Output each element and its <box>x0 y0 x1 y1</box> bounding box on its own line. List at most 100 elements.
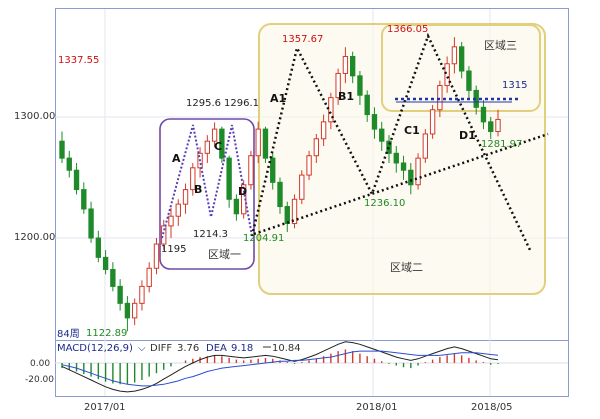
price-label: 1204.91 <box>243 233 284 244</box>
candle <box>458 41 465 79</box>
candle-body <box>393 152 399 164</box>
candle <box>444 56 450 93</box>
price-label: 1296.1 <box>224 98 259 109</box>
dea-value: 9.18 <box>231 343 253 354</box>
pattern-lines <box>161 32 549 251</box>
candle-body <box>255 128 261 157</box>
price-label: 1357.67 <box>282 34 323 45</box>
y-tick-label: 1300.00 <box>14 111 55 122</box>
candle-body <box>488 121 494 133</box>
candle-body <box>291 198 298 224</box>
price-label: 1337.55 <box>58 55 99 66</box>
dea-label: DEA <box>206 343 227 354</box>
candle-body <box>299 174 305 200</box>
diff-value: 3.76 <box>177 343 199 354</box>
candle-body <box>349 56 356 77</box>
price-label: 1195 <box>161 244 186 255</box>
candle <box>146 262 152 293</box>
candle <box>299 170 305 205</box>
candle <box>306 150 312 180</box>
candle-body <box>422 133 429 159</box>
candle <box>342 47 349 84</box>
candle-body <box>270 157 276 183</box>
price-label: 1122.89 <box>86 328 127 339</box>
dea-line <box>61 350 499 387</box>
candle <box>393 146 399 173</box>
candle-body <box>458 46 465 72</box>
candle <box>73 162 80 195</box>
candle-body <box>95 237 102 258</box>
wave-label: D1 <box>459 129 476 142</box>
macd-value: 10.84 <box>272 343 301 354</box>
candles <box>59 37 501 332</box>
price-label: 1366.05 <box>387 24 428 35</box>
candle-body <box>233 198 240 215</box>
candle-body <box>386 140 392 154</box>
candle <box>429 104 436 139</box>
candle <box>81 182 87 214</box>
price-label: 1315 <box>502 80 527 91</box>
wave-label: C1 <box>404 124 420 137</box>
candle <box>168 207 174 238</box>
candle-body <box>451 46 458 65</box>
candle <box>66 150 72 178</box>
candle-body <box>161 225 167 245</box>
macd-y-tick: -20.00 <box>25 375 54 385</box>
wave-label: B <box>194 183 202 196</box>
x-tick-label: 2018/05 <box>471 402 513 413</box>
candle <box>488 117 494 139</box>
region-label: 区域三 <box>484 39 517 52</box>
candle <box>320 114 327 147</box>
candle-body <box>480 106 487 123</box>
candle-body <box>466 70 472 91</box>
candle-body <box>371 114 378 130</box>
candle <box>226 155 232 208</box>
diff-line <box>61 341 499 393</box>
candle-body <box>495 118 501 133</box>
chart-frame <box>55 8 569 397</box>
candle <box>124 296 131 332</box>
candle <box>95 230 102 263</box>
candle-body <box>190 167 196 191</box>
candle <box>88 201 94 243</box>
candle-body <box>168 215 174 227</box>
candle <box>262 126 269 163</box>
candle-body <box>117 285 123 304</box>
candle <box>248 150 254 190</box>
macd-dropdown-icon[interactable]: ⌵ <box>138 343 146 354</box>
candle <box>161 219 167 251</box>
candle <box>328 92 334 130</box>
candle-body <box>306 155 312 176</box>
candle-body <box>66 157 72 171</box>
region-one-box <box>159 118 255 270</box>
y-axis: 1300.00 1200.00 <box>14 111 55 243</box>
candle-body <box>146 267 152 287</box>
period-label: 84周 <box>57 328 80 340</box>
candle <box>284 201 290 233</box>
candle <box>211 122 218 148</box>
candle <box>495 109 501 137</box>
candle <box>415 153 421 190</box>
candle <box>313 133 320 163</box>
macd-panel: MACD(12,26,9) ⌵ DIFF 3.76 DEA 9.18 10.84… <box>25 341 568 393</box>
candle-body <box>277 181 283 208</box>
candle <box>153 238 160 275</box>
candle-body <box>81 189 87 210</box>
macd-y-tick: 0.00 <box>30 359 50 369</box>
candle-body <box>110 268 116 287</box>
candle <box>335 68 341 105</box>
candle-body <box>328 97 334 123</box>
x-tick-label: 2018/01 <box>356 402 398 413</box>
candle-body <box>262 128 269 159</box>
support-trendline <box>253 132 549 236</box>
candle-body <box>211 128 218 142</box>
candle-body <box>284 206 290 224</box>
candle <box>190 162 196 196</box>
candle <box>219 126 225 163</box>
candle <box>357 71 363 105</box>
candle-body <box>153 243 160 269</box>
candle <box>277 177 283 214</box>
macd-label: MACD(12,26,9) <box>57 343 133 354</box>
candle <box>59 131 65 163</box>
candle-body <box>342 56 349 74</box>
